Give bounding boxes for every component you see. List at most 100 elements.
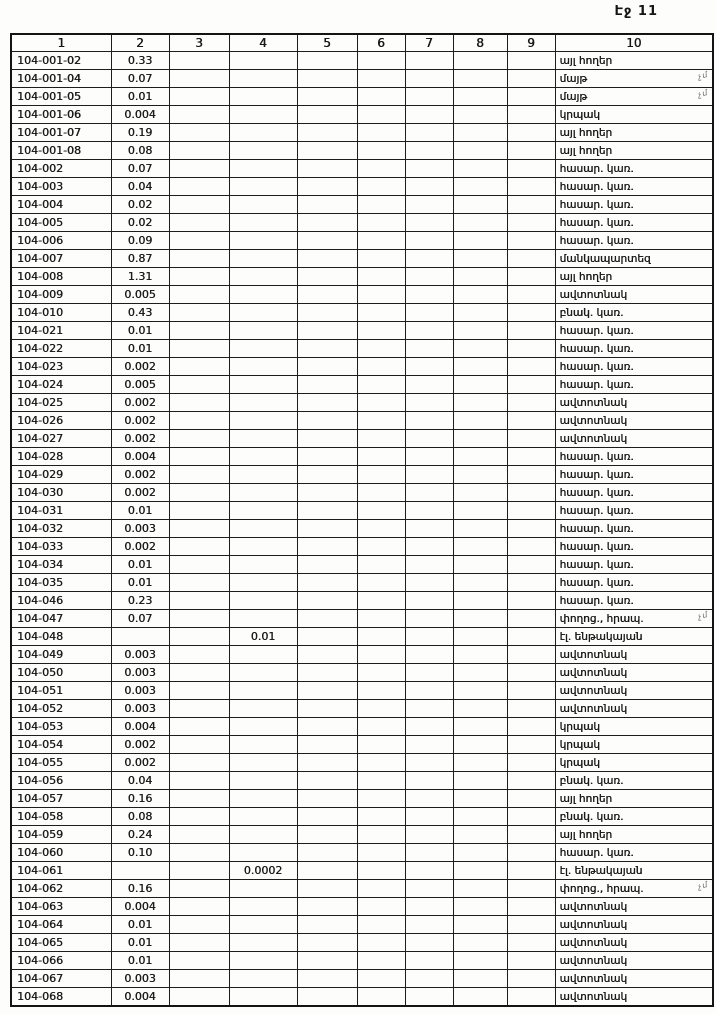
cell-empty-col6 [356, 537, 406, 556]
cell-parcel-code: 104-028 [10, 447, 112, 466]
table-row: 104-026 0.002 ավտոտնակ [10, 411, 714, 430]
cell-empty-col8 [452, 987, 508, 1007]
cell-land-use-label: ավտոտնակ [554, 897, 714, 916]
cell-empty-col3 [168, 87, 230, 106]
cell-empty-col3 [168, 105, 230, 124]
cell-empty-col6 [356, 843, 406, 862]
cell-area-value: 0.16 [110, 879, 170, 898]
cell-empty-col7 [404, 213, 454, 232]
cell-land-use-label: էլ. ենթակայան [554, 861, 714, 880]
cell-land-use-label: բնակ. կառ. [554, 303, 714, 322]
cell-empty-col7 [404, 555, 454, 574]
cell-land-use-label: հասար. կառ. [554, 501, 714, 520]
cell-area-value: 0.02 [110, 213, 170, 232]
cell-empty-col5 [296, 771, 358, 790]
table-row: 104-052 0.003 ավտոտնակ [10, 699, 714, 718]
cell-empty-col9 [506, 51, 556, 70]
table-row: 104-067 0.003 ավտոտնակ [10, 969, 714, 988]
table-row: 104-001-05 0.01 մայթ [10, 87, 714, 106]
cell-area-value: 0.004 [110, 447, 170, 466]
cell-empty-col7 [404, 627, 454, 646]
cell-empty-col5 [296, 789, 358, 808]
cell-empty-col8 [452, 627, 508, 646]
table-row: 104-005 0.02 հասար. կառ. [10, 213, 714, 232]
page-number-label: Էջ 11 [614, 4, 658, 19]
cell-empty-col3 [168, 501, 230, 520]
cell-parcel-code: 104-035 [10, 573, 112, 592]
cell-empty-col9 [506, 303, 556, 322]
cell-empty-col7 [404, 789, 454, 808]
cell-empty-col7 [404, 753, 454, 772]
cell-land-use-label: ավտոտնակ [554, 645, 714, 664]
cell-col4-value [228, 735, 298, 754]
cell-parcel-code: 104-061 [10, 861, 112, 880]
table-row: 104-031 0.01 հասար. կառ. [10, 501, 714, 520]
cell-col4-value [228, 429, 298, 448]
cell-empty-col8 [452, 879, 508, 898]
cell-land-use-label: կրպակ [554, 735, 714, 754]
cell-parcel-code: 104-029 [10, 465, 112, 484]
cell-empty-col8 [452, 321, 508, 340]
cell-empty-col3 [168, 879, 230, 898]
cell-empty-col6 [356, 699, 406, 718]
cell-area-value: 0.002 [110, 465, 170, 484]
cell-empty-col3 [168, 465, 230, 484]
cell-area-value: 0.003 [110, 519, 170, 538]
cell-empty-col9 [506, 789, 556, 808]
cell-parcel-code: 104-065 [10, 933, 112, 952]
cell-empty-col3 [168, 825, 230, 844]
cell-col4-value [228, 195, 298, 214]
cell-empty-col8 [452, 573, 508, 592]
cell-empty-col5 [296, 321, 358, 340]
cell-empty-col3 [168, 411, 230, 430]
column-header-7: 7 [404, 33, 454, 52]
cell-empty-col7 [404, 645, 454, 664]
cell-land-use-label: հասար. կառ. [554, 843, 714, 862]
table-row: 104-059 0.24 այլ հողեր [10, 825, 714, 844]
cell-empty-col9 [506, 87, 556, 106]
cell-empty-col5 [296, 951, 358, 970]
cell-empty-col5 [296, 897, 358, 916]
cell-col4-value [228, 123, 298, 142]
cell-empty-col7 [404, 465, 454, 484]
cell-empty-col9 [506, 285, 556, 304]
cell-area-value: 0.004 [110, 987, 170, 1007]
cell-col4-value [228, 555, 298, 574]
table-row: 104-021 0.01 հասար. կառ. [10, 321, 714, 340]
table-row: 104-001-04 0.07 մայթ [10, 69, 714, 88]
cell-empty-col6 [356, 483, 406, 502]
cell-empty-col7 [404, 969, 454, 988]
cell-empty-col3 [168, 753, 230, 772]
table-row: 104-049 0.003 ավտոտնակ [10, 645, 714, 664]
cell-empty-col7 [404, 537, 454, 556]
cell-empty-col5 [296, 519, 358, 538]
cell-empty-col8 [452, 897, 508, 916]
cell-empty-col9 [506, 771, 556, 790]
cell-col4-value [228, 465, 298, 484]
cell-area-value: 0.01 [110, 501, 170, 520]
table-row: 104-057 0.16 այլ հողեր [10, 789, 714, 808]
cell-col4-value [228, 141, 298, 160]
cell-empty-col8 [452, 159, 508, 178]
cell-empty-col3 [168, 645, 230, 664]
cell-parcel-code: 104-006 [10, 231, 112, 250]
cell-area-value: 0.07 [110, 69, 170, 88]
cell-empty-col9 [506, 897, 556, 916]
cell-land-use-label: հասար. կառ. [554, 195, 714, 214]
cell-empty-col9 [506, 753, 556, 772]
cell-empty-col7 [404, 267, 454, 286]
cell-empty-col7 [404, 915, 454, 934]
cell-col4-value [228, 501, 298, 520]
cell-area-value: 0.19 [110, 123, 170, 142]
cell-land-use-label: ավտոտնակ [554, 915, 714, 934]
cell-empty-col9 [506, 609, 556, 628]
cell-empty-col8 [452, 789, 508, 808]
cell-area-value: 0.005 [110, 285, 170, 304]
cell-area-value: 0.10 [110, 843, 170, 862]
cell-empty-col7 [404, 861, 454, 880]
cell-empty-col5 [296, 573, 358, 592]
cell-col4-value [228, 483, 298, 502]
cell-empty-col8 [452, 681, 508, 700]
cell-parcel-code: 104-025 [10, 393, 112, 412]
cell-empty-col5 [296, 969, 358, 988]
